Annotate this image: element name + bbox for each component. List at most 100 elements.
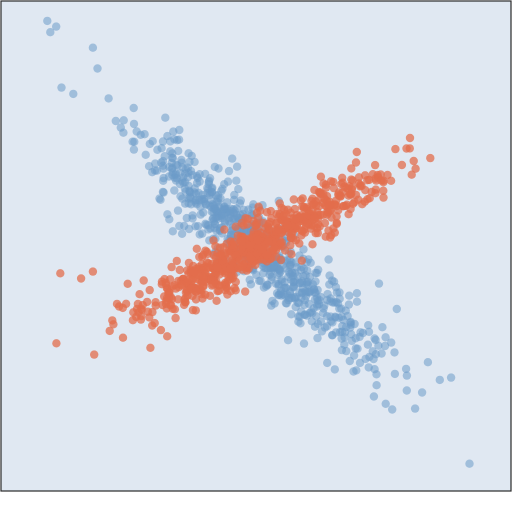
scatter-point bbox=[349, 351, 359, 360]
scatter-point bbox=[156, 195, 165, 204]
scatter-point bbox=[402, 144, 411, 153]
scatter-point bbox=[409, 156, 418, 166]
scatter-point bbox=[298, 288, 307, 297]
scatter-point bbox=[311, 288, 320, 297]
scatter-point bbox=[132, 127, 141, 136]
scatter-point bbox=[153, 145, 162, 154]
scatter-point bbox=[243, 220, 252, 229]
scatter-point bbox=[355, 358, 365, 368]
scatter-point bbox=[171, 313, 180, 323]
scatter-point bbox=[286, 241, 295, 250]
scatter-point bbox=[57, 83, 66, 92]
scatter-point bbox=[277, 238, 286, 247]
scatter-point bbox=[465, 459, 474, 468]
scatter-point bbox=[338, 178, 347, 187]
scatter-point bbox=[299, 202, 309, 212]
scatter-point bbox=[211, 241, 220, 251]
scatter-point bbox=[114, 302, 124, 311]
scatter-point bbox=[333, 299, 343, 308]
scatter-point bbox=[137, 304, 146, 313]
scatter-point bbox=[364, 321, 373, 330]
scatter-point bbox=[287, 250, 296, 259]
scatter-point bbox=[168, 227, 177, 236]
scatter-point bbox=[245, 275, 254, 284]
scatter-point bbox=[104, 94, 113, 103]
scatter-point bbox=[319, 179, 328, 188]
scatter-point bbox=[270, 299, 279, 308]
scatter-point bbox=[201, 246, 210, 255]
scatter-point bbox=[423, 358, 433, 367]
scatter-point bbox=[184, 258, 194, 268]
scatter-point bbox=[151, 301, 160, 310]
scatter-point bbox=[172, 256, 181, 266]
scatter-point bbox=[165, 215, 174, 224]
scatter-point bbox=[173, 295, 183, 304]
scatter-point bbox=[351, 158, 361, 167]
scatter-point bbox=[354, 173, 364, 182]
scatter-point bbox=[426, 153, 435, 163]
scatter-point bbox=[262, 208, 272, 217]
scatter-point bbox=[236, 196, 245, 205]
scatter-point bbox=[188, 214, 197, 223]
scatter-point bbox=[163, 332, 172, 341]
scatter-point bbox=[231, 222, 240, 231]
scatter-point bbox=[210, 162, 219, 172]
scatter-point bbox=[69, 89, 78, 99]
scatter-point bbox=[319, 210, 328, 219]
scatter-point bbox=[148, 137, 157, 146]
scatter-point bbox=[320, 218, 330, 228]
scatter-point bbox=[273, 270, 282, 280]
scatter-point bbox=[135, 290, 144, 299]
scatter-point bbox=[259, 218, 268, 228]
scatter-point bbox=[205, 174, 215, 183]
scatter-point bbox=[374, 341, 383, 350]
scatter-point bbox=[129, 103, 138, 113]
scatter-point bbox=[411, 164, 420, 173]
scatter-point bbox=[43, 16, 52, 26]
scatter-point bbox=[46, 28, 55, 37]
scatter-point bbox=[358, 328, 368, 338]
scatter-point bbox=[195, 230, 204, 239]
scatter-point bbox=[402, 371, 412, 380]
scatter-point bbox=[347, 175, 356, 184]
scatter-point bbox=[377, 349, 386, 358]
scatter-point bbox=[299, 264, 309, 273]
scatter-point bbox=[329, 183, 338, 193]
scatter-point bbox=[167, 153, 177, 162]
scatter-point bbox=[199, 281, 208, 290]
scatter-point bbox=[365, 352, 374, 362]
scatter-point bbox=[181, 199, 190, 208]
scatter-point bbox=[287, 258, 296, 267]
scatter-point bbox=[170, 186, 179, 195]
scatter-point bbox=[184, 149, 193, 158]
scatter-point bbox=[229, 195, 239, 204]
scatter-point bbox=[282, 299, 291, 308]
scatter-point bbox=[328, 276, 337, 285]
scatter-point bbox=[374, 279, 384, 288]
scatter-point bbox=[369, 392, 379, 401]
scatter-point bbox=[386, 176, 396, 185]
scatter-point bbox=[90, 350, 99, 359]
scatter-point bbox=[241, 287, 250, 296]
scatter-point bbox=[173, 206, 183, 215]
scatter-point bbox=[203, 183, 212, 193]
scatter-point bbox=[391, 144, 400, 154]
scatter-point bbox=[213, 263, 222, 272]
scatter-point bbox=[129, 119, 139, 129]
scatter-point bbox=[305, 272, 315, 282]
scatter-point bbox=[229, 237, 238, 247]
scatter-point bbox=[199, 195, 208, 204]
scatter-point bbox=[311, 214, 320, 223]
scatter-point bbox=[263, 250, 272, 259]
scatter-point bbox=[276, 286, 286, 295]
scatter-point bbox=[307, 317, 316, 326]
series-2-points bbox=[52, 133, 435, 359]
scatter-point bbox=[319, 304, 328, 313]
scatter-point bbox=[177, 280, 186, 289]
scatter-point bbox=[175, 221, 184, 231]
scatter-point bbox=[175, 265, 184, 275]
scatter-point bbox=[191, 196, 200, 205]
scatter-point bbox=[246, 254, 255, 263]
scatter-point bbox=[158, 137, 168, 146]
